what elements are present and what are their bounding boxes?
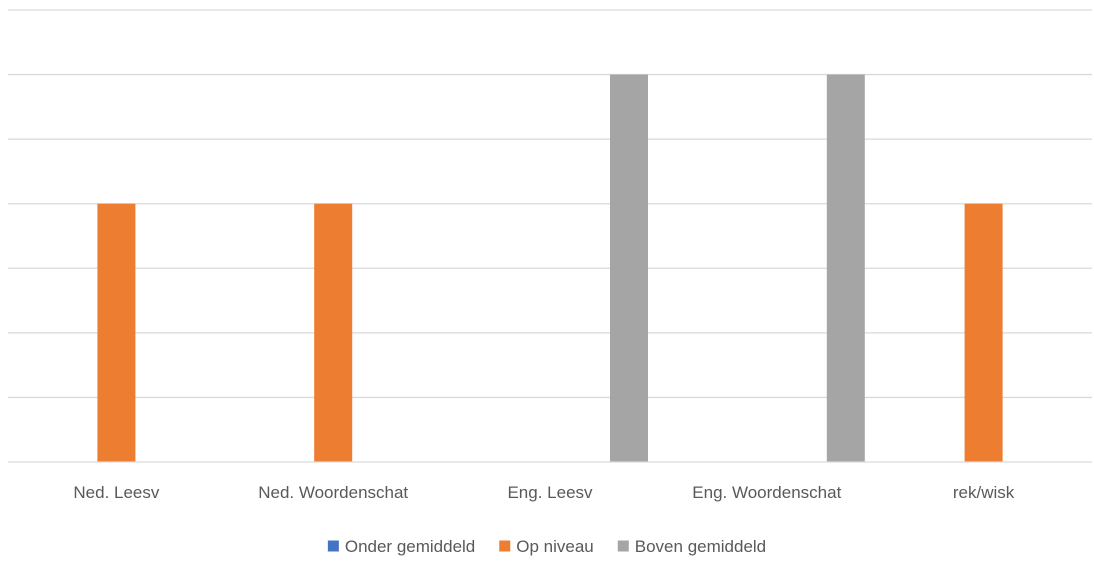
- bar-eng-leesv-boven-gemiddeld: [610, 74, 648, 463]
- bar-rek-wisk-op-niveau: [964, 203, 1003, 462]
- legend-label: Op niveau: [516, 537, 594, 556]
- legend-label: Onder gemiddeld: [345, 537, 475, 556]
- x-tick-label: Eng. Woordenschat: [692, 483, 841, 502]
- bar-ned-woordenschat-op-niveau: [314, 203, 353, 462]
- x-tick-label: rek/wisk: [953, 483, 1015, 502]
- legend-swatch: [617, 540, 629, 552]
- bars: [97, 74, 1003, 463]
- bar-ned-leesv-op-niveau: [97, 203, 136, 462]
- legend-swatch: [499, 540, 511, 552]
- legend-label: Boven gemiddeld: [635, 537, 766, 556]
- x-tick-label: Ned. Woordenschat: [258, 483, 408, 502]
- legend: Onder gemiddeld Op niveau Boven gemiddeld: [327, 537, 766, 556]
- x-tick-labels: Ned. Leesv Ned. Woordenschat Eng. Leesv Eng…: [73, 483, 1014, 502]
- bar-eng-woordenschat-boven-gemiddeld: [826, 74, 865, 463]
- x-tick-label: Eng. Leesv: [507, 483, 593, 502]
- gridlines: [8, 9, 1092, 399]
- legend-swatch: [327, 540, 339, 552]
- x-tick-label: Ned. Leesv: [73, 483, 159, 502]
